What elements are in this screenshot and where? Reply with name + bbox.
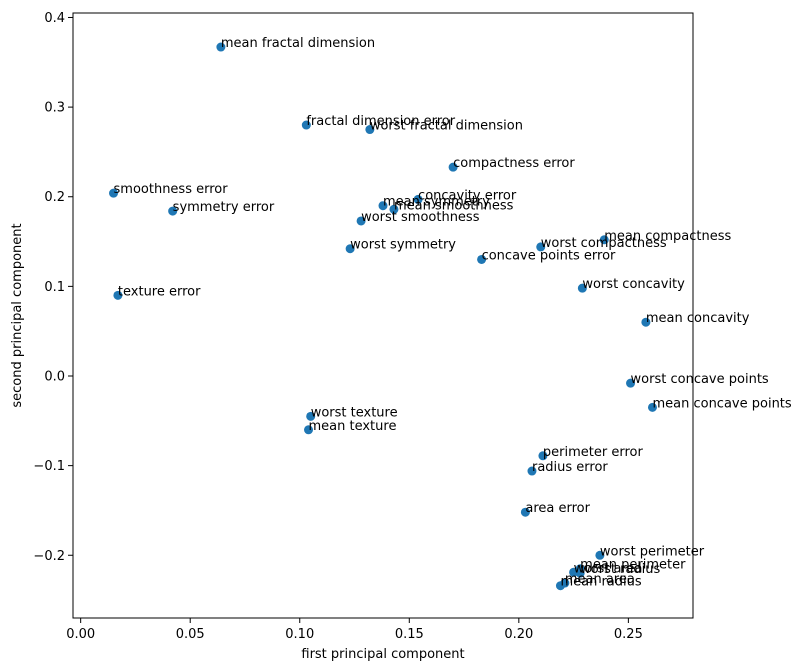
- data-point: [448, 162, 458, 172]
- data-point: [477, 254, 487, 264]
- data-point-label: mean texture: [309, 419, 397, 434]
- data-point: [538, 451, 548, 461]
- data-point-label: mean compactness: [604, 229, 731, 244]
- data-point-label: concave points error: [482, 248, 616, 263]
- y-tick-label: 0.1: [44, 280, 65, 295]
- data-point: [527, 466, 537, 476]
- x-tick-label: 0.20: [504, 627, 533, 642]
- data-point: [520, 507, 530, 517]
- data-point-label: mean concavity: [646, 311, 750, 326]
- data-point-label: mean smoothness: [394, 198, 514, 213]
- x-tick-label: 0.25: [614, 627, 643, 642]
- data-point-label: worst symmetry: [350, 238, 456, 253]
- data-point: [413, 194, 423, 204]
- data-point: [378, 201, 388, 211]
- data-point-label: worst perimeter: [600, 544, 705, 559]
- data-point: [575, 568, 585, 578]
- y-tick-label: 0.3: [44, 101, 65, 116]
- data-point-label: worst concavity: [582, 277, 685, 292]
- y-tick-label: 0.2: [44, 190, 65, 205]
- x-tick-label: 0.00: [66, 627, 95, 642]
- data-point-label: worst texture: [311, 405, 398, 420]
- data-points: [109, 42, 657, 591]
- data-point-label: worst concave points: [631, 372, 769, 387]
- data-point-label: area error: [525, 501, 590, 516]
- x-tick-label: 0.10: [285, 627, 314, 642]
- y-tick-label: 0.0: [44, 370, 65, 385]
- plot-frame: [72, 12, 694, 619]
- data-point: [560, 578, 570, 588]
- y-tick-label: −0.1: [33, 459, 65, 474]
- data-point-label: mean concave points: [652, 396, 791, 411]
- data-point: [569, 567, 579, 577]
- data-point-label: worst fractal dimension: [370, 119, 523, 134]
- data-point: [168, 206, 178, 216]
- data-point-label: mean radius: [560, 575, 641, 590]
- data-point: [389, 204, 399, 214]
- data-point: [641, 317, 651, 327]
- x-tick-label: 0.15: [395, 627, 424, 642]
- y-tick-label: −0.2: [33, 549, 65, 564]
- data-point-label: worst compactness: [541, 236, 667, 251]
- data-point: [345, 244, 355, 254]
- data-point-label: mean fractal dimension: [221, 36, 375, 51]
- data-point: [306, 411, 316, 421]
- data-point-label: symmetry error: [173, 200, 275, 215]
- data-point: [301, 120, 311, 130]
- data-point: [216, 42, 226, 52]
- data-point-label: worst radius: [580, 562, 660, 577]
- data-point-label: mean symmetry: [383, 195, 490, 210]
- data-point-label: mean area: [565, 572, 635, 587]
- data-point-label: smoothness error: [114, 182, 229, 197]
- y-axis-label: second principal component: [10, 223, 25, 407]
- data-point: [536, 242, 546, 252]
- data-point-label: compactness error: [453, 156, 575, 171]
- data-point: [113, 290, 123, 300]
- x-axis-label: first principal component: [301, 647, 464, 662]
- data-point: [595, 550, 605, 560]
- data-point: [365, 125, 375, 135]
- data-point-label: worst smoothness: [361, 210, 480, 225]
- data-point-label: radius error: [532, 460, 608, 475]
- data-point: [647, 402, 657, 412]
- data-point-label: fractal dimension error: [306, 114, 455, 129]
- data-point-label: texture error: [118, 284, 201, 299]
- data-point: [599, 235, 609, 245]
- data-point: [109, 188, 119, 198]
- data-point-label: concavity error: [418, 188, 517, 203]
- data-point-label: mean perimeter: [580, 558, 686, 573]
- data-point-label: worst area: [574, 561, 643, 576]
- data-point-label: perimeter error: [543, 445, 644, 460]
- data-point: [626, 378, 636, 388]
- data-point: [577, 283, 587, 293]
- data-point: [304, 425, 314, 435]
- x-tick-label: 0.05: [176, 627, 205, 642]
- axis-ticks: 0.00 0.05 0.10 0.15 0.20 0.25 −0.2 −0.1 0.0 0.1 0.…: [33, 11, 642, 642]
- data-point: [356, 216, 366, 226]
- y-tick-label: 0.4: [44, 11, 65, 26]
